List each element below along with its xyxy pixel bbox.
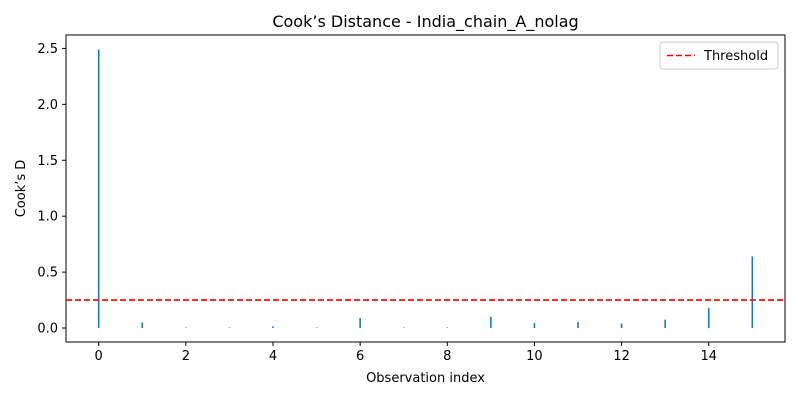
legend-threshold-label: Threshold xyxy=(703,49,768,64)
x-tick-label: 12 xyxy=(613,349,630,364)
y-tick-label: 2.0 xyxy=(37,98,58,113)
y-tick-label: 0.5 xyxy=(37,266,58,281)
x-tick-label: 8 xyxy=(443,349,451,364)
y-tick-label: 1.5 xyxy=(37,154,58,169)
plot-frame xyxy=(65,34,786,343)
x-axis-label: Observation index xyxy=(366,371,485,386)
x-tick-label: 0 xyxy=(95,349,103,364)
x-tick-label: 10 xyxy=(526,349,543,364)
x-tick-label: 4 xyxy=(269,349,277,364)
x-axis-ticks: 0 2 4 6 8 10 12 14 xyxy=(95,342,717,364)
y-axis-ticks: 0.0 0.5 1.0 1.5 2.0 2.5 xyxy=(37,42,66,337)
y-tick-label: 1.0 xyxy=(37,210,58,225)
x-tick-label: 2 xyxy=(182,349,190,364)
legend-box xyxy=(659,41,779,70)
x-tick-label: 6 xyxy=(356,349,364,364)
x-tick-label: 14 xyxy=(700,349,717,364)
y-axis-label: Cook’s D xyxy=(14,160,29,218)
y-tick-label: 2.5 xyxy=(37,42,58,57)
plot-area xyxy=(65,34,786,343)
legend: Threshold xyxy=(659,41,779,70)
stems-group xyxy=(97,49,754,329)
chart-title: Cook’s Distance - India_chain_A_nolag xyxy=(272,12,578,32)
y-tick-label: 0.0 xyxy=(37,322,58,337)
